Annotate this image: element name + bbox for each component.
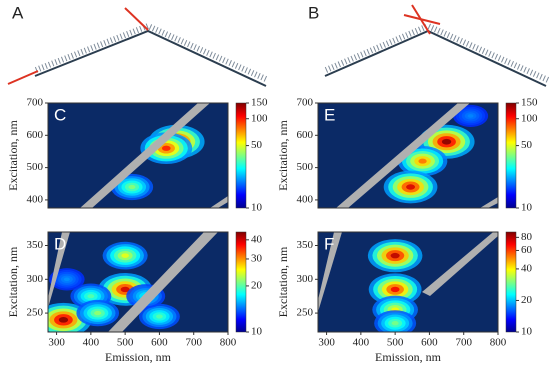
plot-area: [48, 103, 228, 208]
scatter-stripe: [336, 103, 470, 208]
scatter-stripe: [318, 232, 342, 312]
plot-frame: [317, 102, 499, 209]
colorbar-tick-label: 50: [251, 139, 263, 151]
figure-label: A: [12, 3, 24, 22]
y-axis-label: Excitation, nm: [6, 246, 20, 317]
peak: [467, 114, 474, 118]
colorbar: [235, 102, 247, 209]
plot-area: [48, 232, 228, 332]
colorbar-tick-label: 150: [521, 97, 538, 109]
plot-area: [318, 232, 498, 332]
x-tick-label: 800: [490, 337, 507, 349]
y-tick-label: 700: [27, 97, 44, 109]
plot-frame: [47, 231, 229, 333]
colorbar-tick-label: 50: [521, 139, 533, 151]
y-axis-label: Excitation, nm: [276, 120, 290, 191]
x-tick-label: 500: [117, 337, 134, 349]
y-tick-label: 600: [27, 129, 44, 141]
colorbar-tick-label: 10: [251, 202, 263, 214]
y-tick-label: 250: [297, 307, 314, 319]
x-tick-label: 700: [185, 337, 202, 349]
panel-label: E: [324, 105, 335, 124]
colorbar-tick-label: 100: [251, 112, 268, 124]
panel-label: C: [54, 105, 66, 124]
x-tick-label: 500: [387, 337, 404, 349]
y-axis-label: Excitation, nm: [276, 246, 290, 317]
x-tick-label: 600: [151, 337, 168, 349]
colorbar-tick-label: 150: [251, 97, 268, 109]
peak: [390, 252, 400, 259]
scatter-stripe: [48, 232, 70, 308]
peak: [441, 138, 452, 145]
peak: [406, 184, 416, 190]
x-tick-label: 800: [220, 337, 237, 349]
colorbar-tick-label: 100: [521, 112, 538, 124]
peak: [87, 294, 95, 299]
x-axis-label: Emission, nm: [105, 350, 172, 364]
colorbar-tick-label: 20: [251, 279, 263, 291]
panel-label: F: [324, 234, 334, 253]
colorbar-tick-label: 40: [521, 262, 533, 274]
y-axis-label: Excitation, nm: [6, 120, 20, 191]
colorbar: [505, 231, 517, 333]
peak: [128, 184, 136, 190]
colorbar-tick-label: 20: [521, 294, 533, 306]
x-tick-label: 700: [455, 337, 472, 349]
colorbar-tick-label: 10: [521, 326, 533, 338]
colorbar-tick-label: 10: [251, 326, 263, 338]
x-tick-label: 600: [421, 337, 438, 349]
y-tick-label: 500: [27, 161, 44, 173]
peak: [121, 253, 129, 258]
y-tick-label: 300: [297, 273, 314, 285]
y-tick-label: 400: [297, 193, 314, 205]
scatter-stripe: [80, 103, 210, 208]
y-tick-label: 700: [297, 97, 314, 109]
y-tick-label: 400: [27, 193, 44, 205]
scatter-stripe: [480, 197, 498, 208]
peak: [94, 310, 102, 316]
colorbar-tick-label: 60: [521, 244, 533, 256]
x-tick-label: 300: [48, 337, 65, 349]
y-tick-label: 350: [27, 239, 44, 251]
figure-label: B: [308, 3, 319, 22]
y-tick-label: 350: [297, 239, 314, 251]
scatter-stripe: [210, 196, 228, 208]
peak: [161, 145, 171, 151]
y-tick-label: 250: [27, 307, 44, 319]
y-tick-label: 300: [27, 273, 44, 285]
y-tick-label: 500: [297, 161, 314, 173]
panel-label: D: [54, 234, 66, 253]
scatter-stripe: [108, 232, 218, 332]
colorbar-tick-label: 30: [251, 252, 263, 264]
x-tick-label: 400: [83, 337, 100, 349]
diagram-a: [7, 7, 270, 87]
x-axis-label: Emission, nm: [375, 350, 442, 364]
colorbar: [505, 102, 517, 209]
scatter-stripe: [422, 232, 498, 296]
plot-frame: [47, 102, 229, 209]
peak: [156, 314, 163, 319]
peak: [418, 158, 427, 164]
diagram-b: [324, 4, 550, 87]
peak: [63, 277, 70, 282]
colorbar-tick-label: 40: [251, 233, 263, 245]
peak: [120, 286, 130, 293]
y-tick-label: 600: [297, 129, 314, 141]
x-tick-label: 300: [318, 337, 335, 349]
plot-frame: [317, 231, 499, 333]
colorbar: [235, 231, 247, 333]
colorbar-tick-label: 80: [521, 231, 533, 243]
peak: [390, 286, 400, 293]
peak: [58, 317, 69, 323]
colorbar-tick-label: 10: [521, 202, 533, 214]
x-tick-label: 400: [353, 337, 370, 349]
plot-area: [318, 103, 498, 208]
peak: [391, 321, 399, 326]
